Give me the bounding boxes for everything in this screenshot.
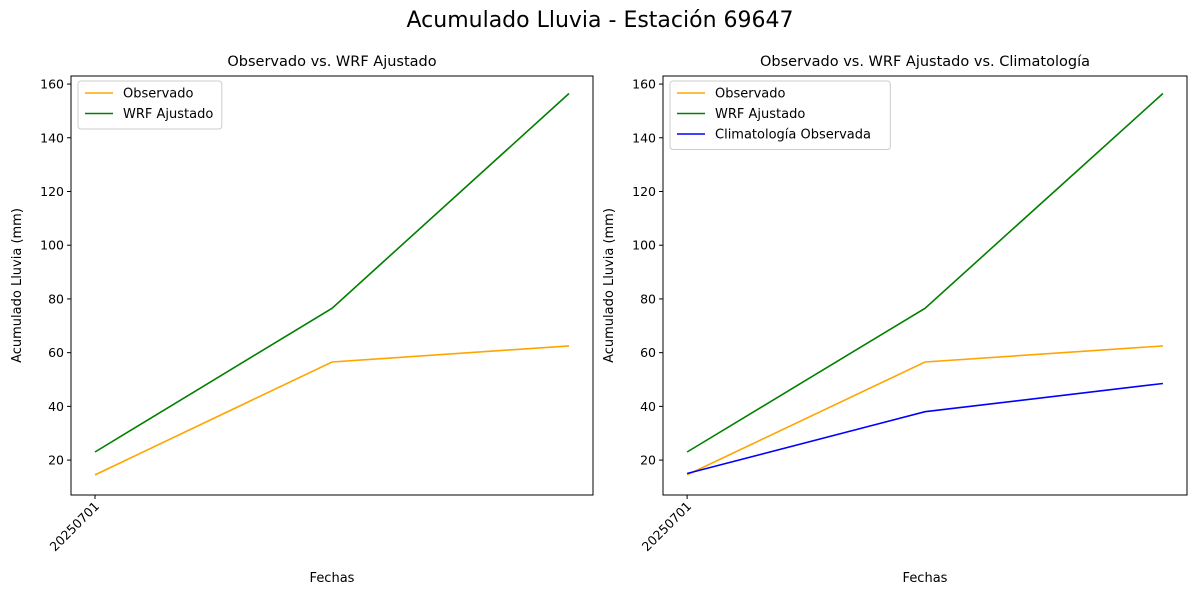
chart-panel-1: Observado vs. WRF Ajustado 20 40 60 80 100 120… — [10, 54, 594, 586]
y-tick-label: 60 — [48, 345, 64, 360]
series-line-climatologia-observada — [686, 382, 1163, 475]
figure-title: Acumulado Lluvia - Estación 69647 — [406, 8, 794, 33]
y-tick-label: 60 — [640, 345, 656, 360]
y-tick-label: 40 — [48, 399, 64, 414]
legend — [669, 80, 891, 150]
legend-label-observado: Observado — [123, 87, 194, 102]
y-tick-label: 160 — [40, 77, 64, 92]
legend-label-climatologia-observada: Climatología Observada — [715, 128, 871, 143]
y-tick-label: 140 — [632, 130, 656, 145]
plot-area-frame — [70, 75, 594, 496]
y-tick-label: 140 — [40, 130, 64, 145]
y-tick-label: 120 — [40, 184, 64, 199]
y-tick-label: 160 — [632, 77, 656, 92]
legend-label-observado: Observado — [715, 87, 786, 102]
y-axis-label: Acumulado Lluvia (mm) — [10, 208, 25, 363]
series-line-observado — [94, 345, 570, 476]
legend — [77, 80, 223, 130]
y-tick-label: 80 — [48, 291, 64, 306]
x-axis-label: Fechas — [903, 571, 948, 586]
chart-panel-2: Observado vs. WRF Ajustado vs. Climatolo… — [602, 54, 1188, 586]
series-line-wrf-ajustado — [94, 92, 570, 453]
x-tick-label: 20250701 — [47, 499, 103, 555]
y-tick-label: 80 — [640, 291, 656, 306]
y-tick-label: 100 — [40, 238, 64, 253]
y-tick-label: 120 — [632, 184, 656, 199]
legend-label-wrf-ajustado: WRF Ajustado — [123, 107, 213, 122]
series-line-wrf-ajustado — [686, 92, 1164, 453]
y-tick-label: 100 — [632, 238, 656, 253]
legend-label-wrf-ajustado: WRF Ajustado — [715, 107, 805, 122]
y-tick-label: 40 — [640, 399, 656, 414]
series-line-observado — [686, 345, 1163, 476]
x-axis-label: Fechas — [310, 571, 355, 586]
subplot-title: Observado vs. WRF Ajustado — [227, 54, 436, 70]
x-tick-label: 20250701 — [639, 499, 695, 555]
y-tick-label: 20 — [640, 453, 656, 468]
plot-area-frame — [662, 75, 1188, 496]
y-axis-label: Acumulado Lluvia (mm) — [602, 208, 617, 363]
y-tick-label: 20 — [48, 453, 64, 468]
subplot-title: Observado vs. WRF Ajustado vs. Climatolo… — [760, 54, 1090, 70]
